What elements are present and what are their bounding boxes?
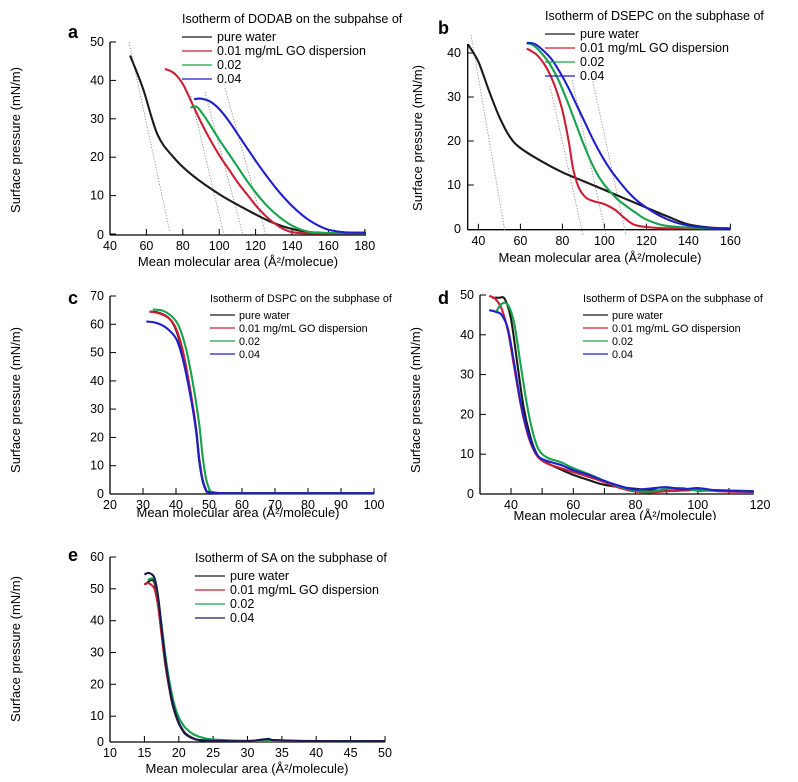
svg-text:Surface pressure (mN/m): Surface pressure (mN/m): [8, 576, 23, 722]
svg-text:10: 10: [90, 189, 104, 203]
svg-text:Surface pressure (mN/m): Surface pressure (mN/m): [408, 327, 423, 473]
svg-text:Mean molecular area (Å²/molecu: Mean molecular area (Å²/molecule): [145, 761, 348, 776]
svg-text:20: 20: [460, 407, 474, 421]
svg-text:45: 45: [344, 746, 358, 760]
svg-text:Mean molecular area (Å²/molecu: Mean molecular area (Å²/molecule): [513, 508, 716, 520]
svg-text:Isotherm of DSEPC on the subph: Isotherm of DSEPC on the subphase of: [545, 9, 764, 23]
svg-text:0.01 mg/mL GO dispersion: 0.01 mg/mL GO dispersion: [217, 44, 366, 58]
svg-text:10: 10: [460, 447, 474, 461]
svg-text:30: 30: [447, 90, 461, 104]
svg-text:10: 10: [447, 178, 461, 192]
svg-text:40: 40: [471, 234, 485, 248]
svg-text:140: 140: [282, 239, 303, 253]
svg-text:40: 40: [90, 374, 104, 388]
svg-text:pure water: pure water: [612, 310, 663, 322]
svg-text:30: 30: [460, 368, 474, 382]
svg-text:15: 15: [137, 746, 151, 760]
svg-text:0.02: 0.02: [239, 336, 260, 348]
svg-text:0.04: 0.04: [612, 349, 633, 361]
svg-text:120: 120: [750, 498, 771, 512]
svg-text:Isotherm of DSPA on the subpha: Isotherm of DSPA on the subphase of: [583, 293, 764, 305]
svg-text:60: 60: [513, 234, 527, 248]
svg-text:30: 30: [241, 746, 255, 760]
svg-text:100: 100: [209, 239, 230, 253]
svg-text:10: 10: [90, 459, 104, 473]
svg-text:50: 50: [90, 346, 104, 360]
svg-text:30: 30: [90, 402, 104, 416]
svg-text:25: 25: [206, 746, 220, 760]
svg-text:Mean molecular area (Å²/molecu: Mean molecular area (Å²/molecue): [138, 254, 338, 269]
svg-text:Mean molecular area (Å²/molecu: Mean molecular area (Å²/molecule): [498, 250, 701, 265]
svg-text:60: 60: [139, 239, 153, 253]
svg-text:120: 120: [245, 239, 266, 253]
svg-text:180: 180: [354, 239, 375, 253]
svg-text:0.02: 0.02: [230, 597, 254, 611]
svg-text:Surface pressure (mN/m): Surface pressure (mN/m): [8, 67, 23, 213]
svg-text:30: 30: [90, 646, 104, 660]
svg-text:pure water: pure water: [217, 30, 276, 44]
svg-text:160: 160: [720, 234, 741, 248]
svg-text:pure water: pure water: [239, 310, 290, 322]
svg-text:Isotherm of DODAB on the subpa: Isotherm of DODAB on the subpahse of: [182, 12, 403, 26]
svg-text:160: 160: [318, 239, 339, 253]
svg-text:40: 40: [460, 328, 474, 342]
svg-text:0.01 mg/mL GO dispersion: 0.01 mg/mL GO dispersion: [580, 41, 729, 55]
svg-text:10: 10: [90, 709, 104, 723]
svg-text:50: 50: [460, 288, 474, 302]
svg-text:pure water: pure water: [230, 569, 289, 583]
svg-text:20: 20: [90, 677, 104, 691]
svg-text:Isotherm of DSPC on the subpha: Isotherm of DSPC on the subphase of: [210, 293, 393, 305]
svg-text:80: 80: [176, 239, 190, 253]
svg-text:35: 35: [275, 746, 289, 760]
svg-text:0.04: 0.04: [230, 611, 254, 625]
svg-text:50: 50: [90, 582, 104, 596]
svg-text:140: 140: [678, 234, 699, 248]
svg-text:Surface pressure (mN/m): Surface pressure (mN/m): [410, 65, 425, 211]
svg-text:0.02: 0.02: [612, 336, 633, 348]
svg-text:0.01 mg/mL GO dispersion: 0.01 mg/mL GO dispersion: [612, 323, 741, 335]
svg-text:Surface pressure (mN/m): Surface pressure (mN/m): [8, 327, 23, 473]
svg-text:60: 60: [90, 550, 104, 564]
svg-text:10: 10: [103, 746, 117, 760]
svg-text:120: 120: [636, 234, 657, 248]
svg-text:40: 40: [90, 73, 104, 87]
svg-text:50: 50: [90, 35, 104, 49]
svg-text:20: 20: [90, 430, 104, 444]
svg-text:Mean molecular area (Å²/molecu: Mean molecular area (Å²/molecule): [136, 505, 339, 520]
svg-text:Isotherm of SA on the subphase: Isotherm of SA on the subphase of: [195, 551, 387, 565]
svg-text:0.02: 0.02: [217, 58, 241, 72]
svg-text:40: 40: [447, 46, 461, 60]
svg-text:20: 20: [447, 134, 461, 148]
svg-text:0.02: 0.02: [580, 55, 604, 69]
svg-text:pure water: pure water: [580, 27, 639, 41]
svg-text:100: 100: [594, 234, 615, 248]
svg-text:40: 40: [103, 239, 117, 253]
svg-text:80: 80: [555, 234, 569, 248]
svg-text:0.01 mg/mL GO dispersion: 0.01 mg/mL GO dispersion: [230, 583, 379, 597]
svg-text:0.04: 0.04: [580, 69, 604, 83]
svg-text:40: 40: [309, 746, 323, 760]
svg-text:50: 50: [378, 746, 392, 760]
svg-text:0.04: 0.04: [239, 349, 260, 361]
svg-text:0: 0: [467, 487, 474, 501]
svg-text:100: 100: [364, 498, 385, 512]
svg-text:70: 70: [90, 289, 104, 303]
svg-text:0.04: 0.04: [217, 72, 241, 86]
svg-text:20: 20: [172, 746, 186, 760]
svg-text:60: 60: [90, 317, 104, 331]
svg-text:30: 30: [90, 112, 104, 126]
svg-text:40: 40: [90, 614, 104, 628]
svg-text:0: 0: [454, 222, 461, 236]
svg-text:20: 20: [103, 498, 117, 512]
svg-text:20: 20: [90, 150, 104, 164]
svg-text:0.01 mg/mL GO dispersion: 0.01 mg/mL GO dispersion: [239, 323, 368, 335]
